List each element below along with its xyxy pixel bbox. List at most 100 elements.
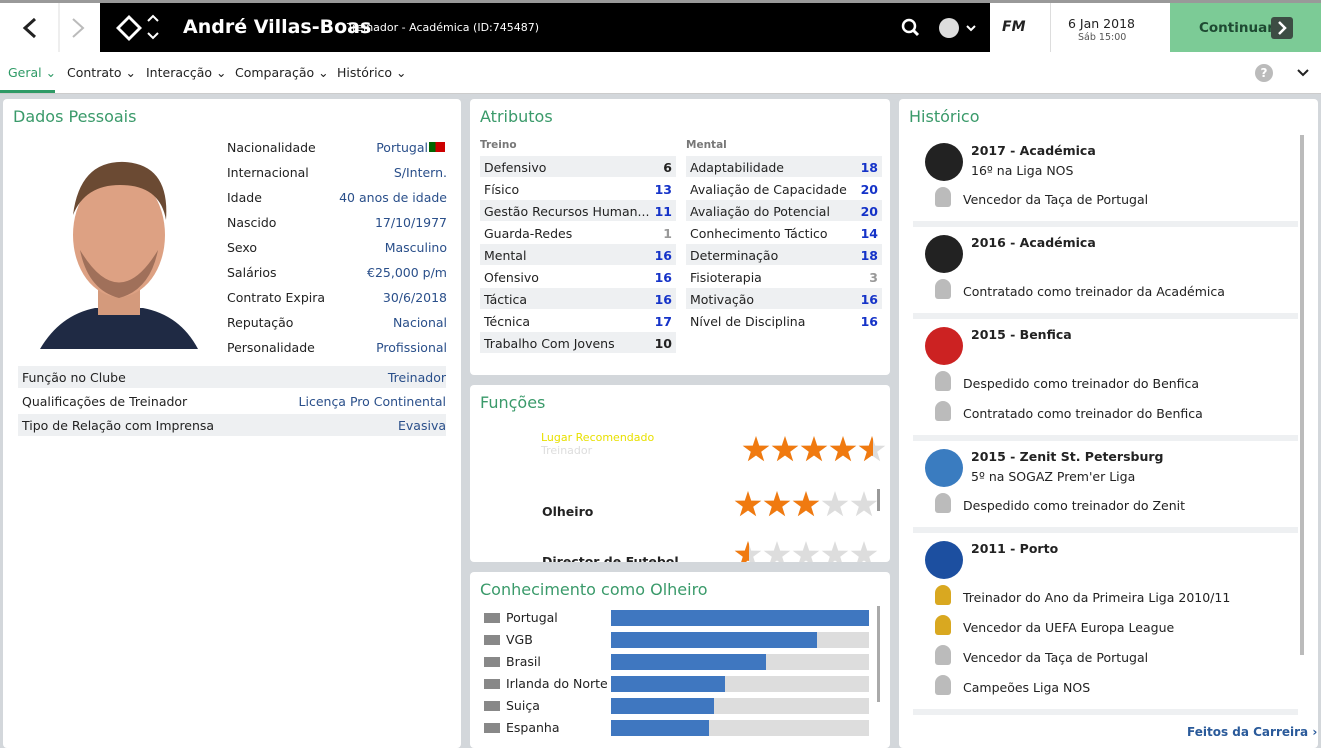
field-value: Masculino (384, 240, 447, 255)
attr-row (480, 156, 676, 177)
field-label: Reputação (227, 315, 294, 330)
flag (484, 657, 500, 667)
attr-value: 16 (654, 270, 672, 285)
entry-heading: 2011 - Porto (971, 541, 1059, 556)
scrollbar (1300, 135, 1304, 655)
attr-value: 16 (654, 292, 672, 307)
entry-event: Despedido como treinador do Benfica (963, 376, 1200, 391)
divider (1050, 3, 1051, 52)
help-icons[interactable]: ? (1254, 63, 1314, 83)
tab[interactable]: Contrato ⌄ (67, 65, 137, 80)
manager-name: André Villas-Boas (183, 16, 372, 38)
continue-arrow (1271, 17, 1293, 39)
field-value: Licença Pro Continental (298, 394, 446, 409)
attr-row (686, 288, 882, 309)
entry-event: Treinador do Ano da Primeira Liga 2010/1… (963, 590, 1231, 605)
entry-heading: 2015 - Benfica (971, 327, 1072, 342)
entry-sub: 16º na Liga NOS (971, 163, 1074, 178)
attr-row (686, 200, 882, 221)
attr-value: 13 (654, 182, 672, 197)
attr-label: Táctica (484, 292, 528, 307)
attr-row (480, 266, 676, 287)
attr-row (686, 310, 882, 331)
entry-badge (925, 235, 963, 273)
tab[interactable]: Comparação ⌄ (235, 65, 329, 80)
nav-arrows[interactable] (0, 3, 100, 52)
tab[interactable]: Interacção ⌄ (146, 65, 227, 80)
tab-label[interactable]: Histórico (337, 65, 393, 80)
attr-value: 3 (869, 270, 878, 285)
tab-label[interactable]: Geral (8, 65, 42, 80)
field-label: Contrato Expira (227, 290, 326, 305)
flag (484, 701, 500, 711)
field-label: Idade (227, 190, 262, 205)
svg-text:?: ? (1261, 66, 1268, 80)
attr-value: 11 (654, 204, 672, 219)
attr-label: Defensivo (484, 160, 547, 175)
stars-filled (734, 491, 821, 519)
manager-subtitle: Treinador - Académica (ID:745487) (347, 21, 540, 34)
attr-value: 16 (654, 248, 672, 263)
tab-underline (0, 90, 55, 93)
attr-value: 20 (860, 204, 878, 219)
group-header: Mental (686, 139, 727, 151)
field-value: 40 anos de idade (339, 190, 447, 205)
tab[interactable]: Histórico ⌄ (337, 65, 407, 80)
tab[interactable]: Geral ⌄ (8, 65, 57, 80)
attr-label: Guarda-Redes (484, 226, 573, 241)
field-label: Personalidade (227, 340, 315, 355)
tab-label[interactable]: Contrato (67, 65, 122, 80)
top-border (0, 0, 1321, 3)
title-bar: André Villas-Boas Treinador - Académica … (100, 3, 990, 52)
attr-row (686, 222, 882, 243)
nation-label: Espanha (506, 720, 560, 735)
tab-bar: ? Geral ⌄ Contrato ⌄ Interacção ⌄ Comparaçã… (0, 52, 1321, 94)
manager-photo (40, 140, 198, 349)
nav-buttons (0, 3, 100, 52)
attr-row (480, 310, 676, 331)
search-world[interactable] (900, 17, 980, 41)
attr-label: Técnica (484, 314, 531, 329)
date-area: FM 6 Jan 2018 Sáb 15:00 (990, 3, 1170, 52)
panel-title: Conhecimento como Olheiro (480, 580, 708, 599)
trophy-icon (935, 401, 951, 421)
field-value: €25,000 p/m (367, 265, 447, 280)
bar (611, 632, 818, 648)
flag (429, 142, 445, 152)
entry-event: Campeões Liga NOS (963, 680, 1091, 695)
attr-row (480, 222, 676, 243)
panel-title: Atributos (480, 107, 553, 126)
nation-label: Irlanda do Norte (506, 676, 608, 691)
attr-label: Trabalho Com Jovens (484, 336, 615, 351)
entry-badge (925, 327, 963, 365)
tab-label[interactable]: Interacção (146, 65, 213, 80)
nation-label: VGB (506, 632, 533, 647)
field-label: Sexo (227, 240, 258, 255)
fm-menu[interactable]: FM (1002, 19, 1026, 35)
field-value: S/Intern. (393, 165, 447, 180)
entry-event: Vencedor da Taça de Portugal (963, 650, 1149, 665)
attr-row (686, 266, 882, 287)
history-entry: 2017 - Académica 16º na Liga NOS Vencedor … (913, 135, 1298, 221)
field-value: 30/6/2018 (382, 290, 447, 305)
field-value: 17/10/1977 (374, 215, 447, 230)
entry-event: Despedido como treinador do Zenit (963, 498, 1186, 513)
attr-label: Fisioterapia (690, 270, 762, 285)
nation-label: Suiça (506, 698, 540, 713)
club-badge[interactable] (114, 13, 164, 43)
attr-row (480, 200, 676, 221)
stars-empty (734, 541, 879, 562)
continue-button[interactable]: Continuar (1170, 3, 1321, 52)
trophy-icon (935, 279, 951, 299)
tab-label[interactable]: Comparação (235, 65, 315, 80)
field-label: Tipo de Relação com Imprensa (22, 418, 215, 433)
entry-badge (925, 143, 963, 181)
nation-label: Brasil (506, 654, 541, 669)
attr-value: 14 (860, 226, 878, 241)
career-link[interactable]: Feitos da Carreira › (1187, 725, 1318, 739)
attr-row (686, 244, 882, 265)
attr-row (686, 178, 882, 199)
attr-row (480, 244, 676, 265)
entry-event: Vencedor da Taça de Portugal (963, 192, 1149, 207)
career-link-text[interactable]: Feitos da Carreira (1187, 725, 1309, 739)
